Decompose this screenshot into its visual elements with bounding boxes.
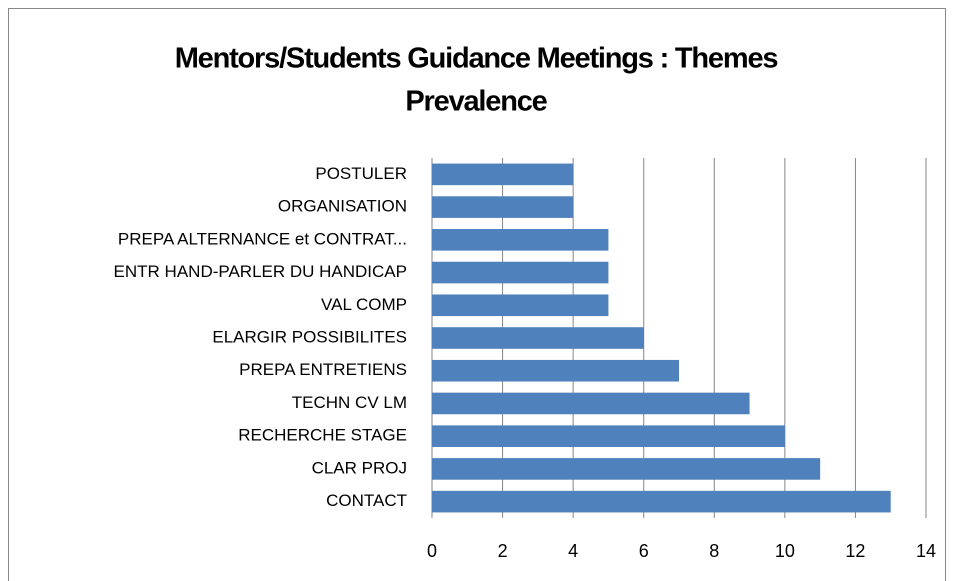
y-tick-label: VAL COMP xyxy=(321,295,407,314)
bar xyxy=(432,458,821,480)
bar xyxy=(432,425,785,447)
bar xyxy=(432,163,574,186)
y-tick-label: POSTULER xyxy=(315,164,407,183)
y-tick-label: ENTR HAND-PARLER DU HANDICAP xyxy=(114,262,407,281)
y-tick-label: RECHERCHE STAGE xyxy=(238,426,407,445)
chart-title: Mentors/Students Guidance Meetings : The… xyxy=(175,43,778,75)
bar xyxy=(432,327,644,349)
y-tick-label: ORGANISATION xyxy=(278,197,407,216)
chart-title: Prevalence xyxy=(405,86,547,118)
bar xyxy=(432,229,609,251)
y-tick-label: TECHN CV LM xyxy=(292,393,407,412)
x-tick-label: 6 xyxy=(639,541,649,561)
bar xyxy=(432,196,574,218)
y-tick-label: PREPA ALTERNANCE et CONTRAT... xyxy=(118,229,407,248)
x-tick-label: 4 xyxy=(568,541,578,561)
bar xyxy=(432,294,609,317)
y-tick-label: CONTACT xyxy=(326,491,407,510)
x-tick-label: 12 xyxy=(845,541,865,561)
x-tick-label: 8 xyxy=(709,541,719,561)
x-tick-label: 2 xyxy=(498,541,508,561)
x-tick-label: 14 xyxy=(916,541,936,561)
bar xyxy=(432,359,679,382)
x-tick-label: 10 xyxy=(775,541,795,561)
bar xyxy=(432,261,609,284)
bar xyxy=(432,392,750,415)
x-tick-label: 0 xyxy=(427,541,437,561)
y-tick-label: PREPA ENTRETIENS xyxy=(239,360,407,379)
y-tick-label: CLAR PROJ xyxy=(312,458,407,477)
y-tick-label: ELARGIR POSSIBILITES xyxy=(212,327,407,346)
bar xyxy=(432,490,891,513)
